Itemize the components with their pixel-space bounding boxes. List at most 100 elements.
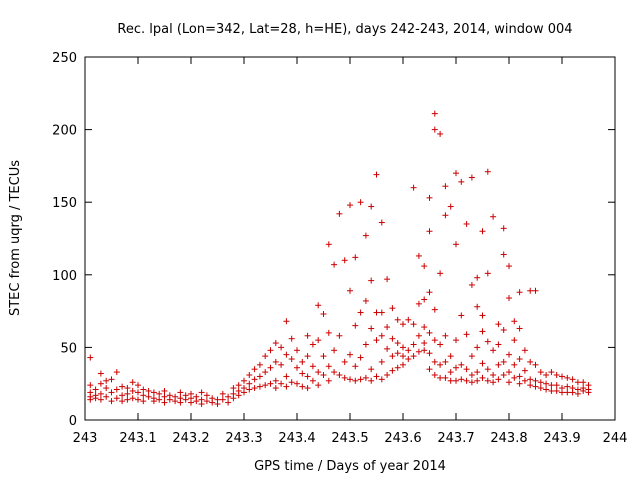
data-point xyxy=(431,337,438,344)
data-point xyxy=(262,353,269,360)
data-point xyxy=(553,371,560,378)
data-point xyxy=(437,374,444,381)
data-point xyxy=(426,329,433,336)
data-point xyxy=(278,380,285,387)
data-point xyxy=(373,309,380,316)
data-point xyxy=(225,393,232,400)
data-point xyxy=(251,385,258,392)
data-point xyxy=(506,351,512,358)
data-point xyxy=(437,341,444,348)
data-point xyxy=(437,361,444,368)
data-point xyxy=(103,393,110,400)
data-point xyxy=(569,389,576,396)
data-point xyxy=(135,389,141,396)
data-point xyxy=(431,358,438,365)
data-point xyxy=(161,393,168,400)
data-point xyxy=(574,379,581,386)
data-point xyxy=(500,225,507,232)
data-point xyxy=(272,340,279,347)
data-point xyxy=(506,263,512,270)
data-point xyxy=(527,287,534,294)
data-point xyxy=(97,370,104,377)
data-point xyxy=(431,306,438,313)
data-point xyxy=(511,318,518,325)
data-point xyxy=(336,210,343,217)
data-point xyxy=(373,373,380,380)
y-tick-label: 0 xyxy=(69,414,77,429)
data-point xyxy=(103,377,110,384)
data-point xyxy=(415,348,422,355)
data-point xyxy=(410,321,417,328)
data-point xyxy=(474,344,481,351)
data-point xyxy=(246,380,253,387)
data-point xyxy=(516,373,523,380)
data-point xyxy=(447,203,454,210)
data-point xyxy=(368,203,375,210)
data-point xyxy=(458,178,465,185)
data-point xyxy=(347,376,353,383)
data-point xyxy=(484,270,491,277)
data-point xyxy=(309,377,316,384)
data-point xyxy=(553,387,560,394)
data-point xyxy=(267,347,274,354)
data-point xyxy=(410,341,417,348)
data-point xyxy=(294,364,300,371)
data-point xyxy=(479,374,486,381)
data-point xyxy=(362,297,369,304)
data-point xyxy=(129,395,136,402)
data-point xyxy=(495,361,502,368)
data-point xyxy=(198,401,205,408)
x-tick-label: 243.1 xyxy=(119,431,156,446)
data-point xyxy=(463,377,470,384)
data-point xyxy=(415,332,422,339)
data-point xyxy=(309,341,316,348)
data-point xyxy=(320,353,327,360)
data-point xyxy=(389,335,396,342)
data-point xyxy=(278,361,285,368)
data-point xyxy=(341,374,348,381)
data-point xyxy=(108,376,115,383)
y-axis-label: STEC from uqrg / TECUs xyxy=(8,160,23,316)
data-point xyxy=(352,363,359,370)
data-point xyxy=(320,311,327,318)
data-point xyxy=(241,389,247,396)
data-point xyxy=(378,376,385,383)
data-point xyxy=(421,347,428,354)
chart-title: Rec. lpal (Lon=342, Lat=28, h=HE), days … xyxy=(117,22,572,37)
data-point xyxy=(442,183,449,190)
data-point xyxy=(548,382,555,389)
data-point xyxy=(267,364,274,371)
data-point xyxy=(458,312,465,319)
data-point xyxy=(352,377,359,384)
data-point xyxy=(537,379,544,386)
data-point xyxy=(384,371,391,378)
x-axis: 243 243.1 243.2 243.3 243.4 243.5 243.6 243.7 24… xyxy=(73,57,627,446)
data-point xyxy=(341,358,348,365)
data-point xyxy=(304,385,311,392)
data-point xyxy=(135,396,141,403)
data-point xyxy=(357,199,364,206)
data-point xyxy=(532,377,539,384)
data-point xyxy=(352,254,359,261)
data-point xyxy=(135,382,141,389)
data-point xyxy=(463,366,470,373)
data-point xyxy=(421,296,428,303)
data-point xyxy=(124,396,131,403)
data-point xyxy=(548,387,555,394)
data-point xyxy=(479,228,486,235)
data-point xyxy=(516,289,523,296)
data-point xyxy=(113,386,120,393)
x-tick-label: 243.3 xyxy=(225,431,262,446)
data-point xyxy=(453,364,459,371)
data-point xyxy=(532,287,539,294)
data-point xyxy=(426,194,433,201)
data-point xyxy=(315,369,322,376)
data-point xyxy=(410,353,417,360)
data-point xyxy=(384,324,391,331)
data-point xyxy=(569,376,576,383)
data-point xyxy=(87,382,94,389)
data-point xyxy=(506,369,512,376)
data-point xyxy=(288,356,295,363)
data-point xyxy=(574,390,581,397)
data-point xyxy=(537,369,544,376)
